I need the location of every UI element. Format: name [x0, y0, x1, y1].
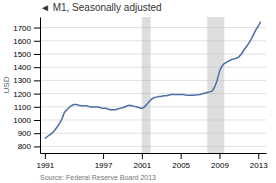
grid [40, 28, 266, 147]
tick-mark [34, 94, 40, 95]
grid-line [40, 80, 266, 81]
grid-line [40, 93, 266, 94]
tick: 1200 [13, 90, 40, 99]
tick: 1400 [13, 63, 40, 72]
tick-label: 1500 [13, 50, 31, 59]
x-axis: 1991 1997 2001 2005 2009 2013 [36, 153, 268, 170]
tick: 1700 [13, 24, 40, 33]
tick: 1600 [13, 37, 40, 46]
tick: 2001 [133, 153, 151, 170]
tick: 900 [18, 129, 40, 138]
grid-line [40, 146, 266, 147]
tick: 1997 [95, 153, 113, 170]
tick-label: 800 [18, 142, 32, 151]
tick-label: 1200 [13, 90, 31, 99]
grid-line [40, 27, 266, 28]
tick-label: 2009 [211, 161, 229, 170]
tick-mark [34, 133, 40, 134]
tick-label: 1100 [14, 103, 32, 112]
tick-label: 2001 [133, 161, 151, 170]
tick: 1300 [13, 76, 40, 85]
grid-line [40, 119, 266, 120]
tick-label: 2013 [250, 161, 268, 170]
tick-mark [258, 153, 259, 159]
tick-mark [34, 120, 40, 121]
y-axis-label: USD [2, 76, 11, 93]
plot-area: 1991 1997 2001 2005 2009 2013 800 900 1000 1100 12… [13, 17, 268, 170]
data-line [45, 22, 261, 139]
y-axis: 800 900 1000 1100 1200 1300 1400 1500 1600 1700 [13, 18, 40, 154]
recession-band [142, 17, 151, 153]
chart: 1991 1997 2001 2005 2009 2013 800 900 1000 1100 12… [0, 0, 276, 183]
marks [45, 17, 261, 153]
tick-label: 1700 [13, 24, 31, 33]
tick-mark [219, 153, 220, 159]
tick-mark [34, 146, 40, 147]
tick-label: 2005 [172, 161, 190, 170]
grid-line [40, 40, 266, 41]
tick-label: 1300 [13, 76, 31, 85]
grid-line [40, 67, 266, 68]
tick-mark [142, 153, 143, 159]
grid-line [40, 133, 266, 134]
grid-line [40, 53, 266, 54]
tick-mark [34, 28, 40, 29]
tick-mark [34, 107, 40, 108]
tick: 1500 [13, 50, 40, 59]
tick-mark [34, 54, 40, 55]
tick-label: 900 [18, 129, 32, 138]
tick-mark [181, 153, 182, 159]
tick-mark [34, 41, 40, 42]
axis-line [40, 18, 41, 154]
source-note: Source: Federal Reserve Board 2013 [40, 174, 156, 181]
grid-line [40, 106, 266, 107]
tick: 1991 [36, 153, 54, 170]
tick-label: 1997 [95, 161, 113, 170]
title: ◄ M1, Seasonally adjusted [40, 2, 162, 13]
tick-mark [34, 67, 40, 68]
tick-mark [103, 153, 104, 159]
tick-label: 1000 [13, 116, 31, 125]
tick-label: 1400 [13, 63, 31, 72]
tick-label: 1991 [36, 161, 54, 170]
tick: 800 [18, 142, 40, 151]
tick-mark [45, 153, 46, 159]
tick: 1100 [14, 103, 40, 112]
tick: 2009 [211, 153, 229, 170]
tick-label: 1600 [13, 37, 31, 46]
tick: 1000 [13, 116, 40, 125]
tick: 2005 [172, 153, 190, 170]
axis-line [41, 153, 267, 154]
tick: 2013 [250, 153, 268, 170]
tick-mark [34, 80, 40, 81]
